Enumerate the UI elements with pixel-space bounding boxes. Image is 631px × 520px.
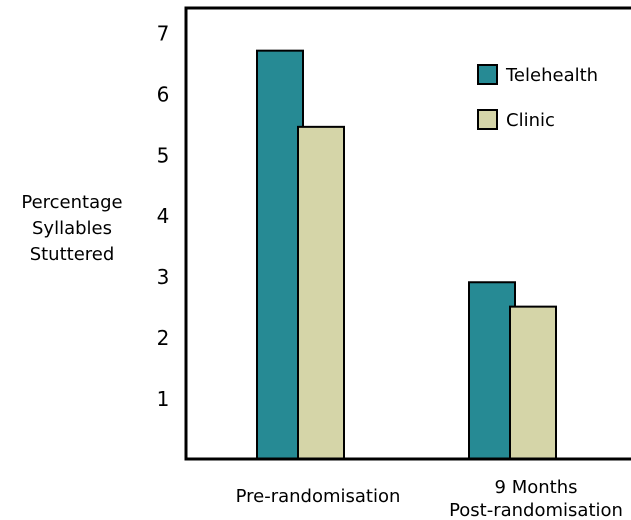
- legend-swatch-telehealth: [477, 64, 498, 85]
- y-tick-label: 3: [157, 265, 170, 289]
- bar-clinic-0: [297, 125, 345, 460]
- bar-telehealth-1: [468, 281, 516, 460]
- bar-telehealth-0: [256, 49, 304, 460]
- legend-swatch-clinic: [477, 109, 498, 130]
- y-tick-labels: 1 2 3 4 5 6 7: [157, 21, 170, 411]
- y-axis-label: Percentage Syllables Stuttered: [21, 192, 122, 265]
- axis-frame: [184, 6, 631, 461]
- legend-label-clinic: Clinic: [506, 110, 555, 131]
- legend-label-telehealth: Telehealth: [505, 65, 598, 86]
- x-category-label: Pre-randomisation: [236, 486, 401, 507]
- y-tick-label: 7: [157, 21, 170, 45]
- x-category-labels: Pre-randomisation 9 MonthsPost-randomisat…: [236, 477, 623, 520]
- bar-clinic-1: [509, 305, 557, 460]
- y-axis-label-line: Syllables: [32, 218, 112, 239]
- y-tick-label: 1: [157, 387, 170, 411]
- y-tick-label: 5: [157, 143, 170, 167]
- y-tick-label: 2: [157, 326, 170, 350]
- y-axis-label-line: Stuttered: [30, 244, 115, 265]
- y-axis-label-line: Percentage: [21, 192, 122, 213]
- x-category-label: 9 Months: [495, 477, 578, 498]
- legend: Telehealth Clinic: [477, 64, 598, 131]
- axes: [184, 6, 631, 461]
- y-tick-label: 4: [157, 204, 170, 228]
- x-category-label: Post-randomisation: [449, 500, 623, 520]
- bars: [256, 49, 557, 460]
- y-tick-label: 6: [157, 82, 170, 106]
